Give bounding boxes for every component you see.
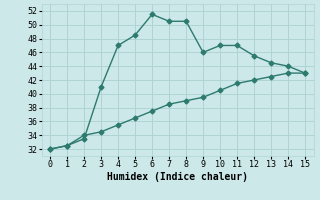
X-axis label: Humidex (Indice chaleur): Humidex (Indice chaleur) <box>107 172 248 182</box>
